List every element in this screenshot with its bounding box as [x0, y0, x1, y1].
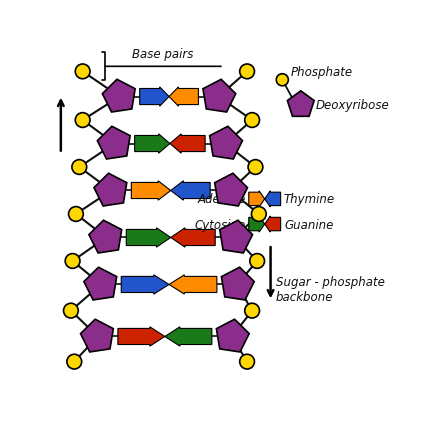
- Polygon shape: [84, 268, 117, 300]
- FancyArrow shape: [249, 191, 265, 208]
- Text: Sugar - phosphate
backbone: Sugar - phosphate backbone: [276, 276, 385, 304]
- Polygon shape: [81, 319, 113, 352]
- Circle shape: [68, 207, 83, 222]
- Circle shape: [240, 354, 255, 369]
- Polygon shape: [102, 80, 135, 113]
- FancyArrow shape: [265, 191, 281, 208]
- Circle shape: [252, 207, 266, 222]
- Circle shape: [64, 304, 78, 318]
- Text: Thymine: Thymine: [284, 193, 335, 206]
- FancyArrow shape: [169, 275, 217, 294]
- Text: Adenine: Adenine: [198, 193, 246, 206]
- Polygon shape: [89, 221, 122, 254]
- Circle shape: [245, 113, 259, 128]
- Circle shape: [240, 65, 255, 80]
- Polygon shape: [97, 127, 130, 159]
- Circle shape: [245, 304, 259, 318]
- Circle shape: [276, 74, 288, 87]
- FancyArrow shape: [131, 181, 171, 201]
- Circle shape: [75, 65, 90, 80]
- FancyArrow shape: [135, 134, 170, 154]
- FancyArrow shape: [118, 327, 165, 346]
- Polygon shape: [221, 268, 254, 300]
- Polygon shape: [203, 80, 236, 113]
- Circle shape: [248, 160, 263, 175]
- FancyArrow shape: [265, 216, 281, 233]
- Polygon shape: [210, 127, 242, 159]
- FancyArrow shape: [165, 327, 212, 346]
- FancyArrow shape: [170, 134, 205, 154]
- Polygon shape: [220, 221, 252, 254]
- FancyArrow shape: [121, 275, 169, 294]
- Text: Guanine: Guanine: [284, 218, 333, 231]
- FancyArrow shape: [140, 88, 169, 107]
- Circle shape: [72, 160, 87, 175]
- FancyArrow shape: [169, 88, 198, 107]
- FancyArrow shape: [171, 228, 215, 247]
- Polygon shape: [288, 92, 314, 117]
- Text: Base pairs: Base pairs: [132, 48, 194, 61]
- Circle shape: [75, 113, 90, 128]
- Text: Phosphate: Phosphate: [291, 66, 353, 79]
- Polygon shape: [216, 319, 249, 352]
- Circle shape: [67, 354, 82, 369]
- Circle shape: [250, 254, 265, 269]
- FancyArrow shape: [126, 228, 171, 247]
- FancyArrow shape: [249, 216, 265, 233]
- Text: Cytosine: Cytosine: [195, 218, 246, 231]
- Text: Deoxyribose: Deoxyribose: [316, 99, 390, 112]
- Circle shape: [65, 254, 80, 269]
- Polygon shape: [94, 174, 127, 206]
- FancyArrow shape: [171, 181, 210, 201]
- Polygon shape: [215, 174, 248, 206]
